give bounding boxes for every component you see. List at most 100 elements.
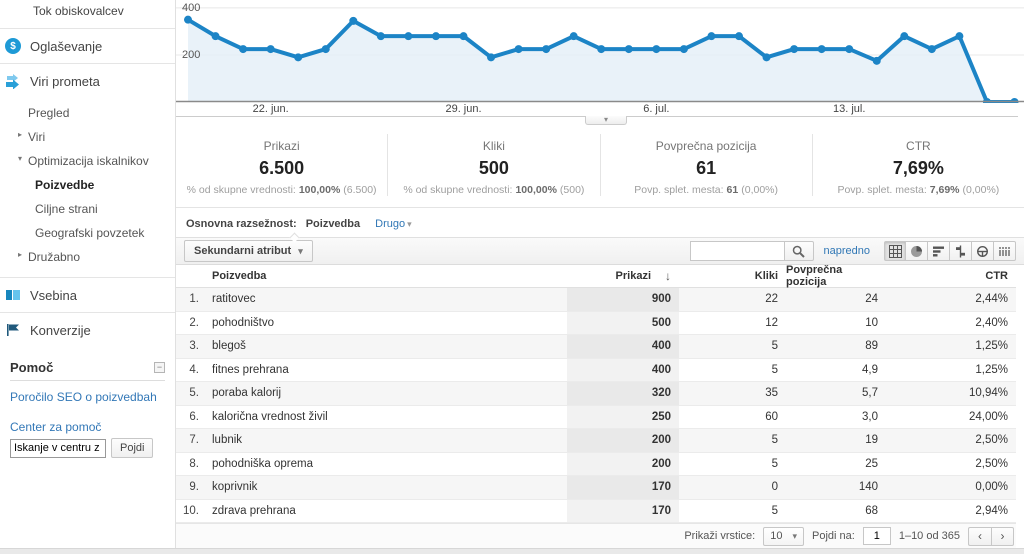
secondary-dimension-button[interactable]: Sekundarni atribut ▾: [184, 240, 313, 262]
main-content: 200 400 22. jun. 29. jun. 6. jul. 13. jul. ▾ …: [176, 0, 1024, 548]
minimize-icon[interactable]: −: [154, 362, 165, 373]
stat-average-position: Povprečna pozicija 61 Povp. splet. mesta…: [599, 134, 812, 196]
chevron-right-icon: ▸: [18, 130, 23, 139]
query-cell: zdrava prehrana: [212, 504, 296, 517]
pivot-view-button[interactable]: [972, 241, 994, 261]
sidebar-item-content[interactable]: Vsebina: [0, 278, 175, 312]
query-cell: poraba kalorij: [212, 387, 282, 400]
column-header-impressions[interactable]: Prikazi ↓: [615, 269, 671, 283]
chevron-down-icon: ▾: [792, 530, 798, 541]
row-index: 7.: [189, 434, 199, 447]
table-search-input[interactable]: [689, 241, 784, 261]
dimension-selected[interactable]: Poizvedba: [305, 218, 361, 230]
table-view-button[interactable]: [884, 241, 906, 261]
row-index: 2.: [189, 316, 199, 329]
rows-per-page-select[interactable]: 10 ▾: [763, 526, 805, 546]
column-header-ctr[interactable]: CTR: [985, 270, 1008, 282]
table-row: 6. kalorična vrednost živil 250 60 3,0 24,00%: [176, 405, 1016, 429]
ctr-cell: 10,94%: [968, 387, 1008, 400]
divider: [0, 28, 175, 29]
x-axis-tick: 22. jun.: [252, 103, 289, 115]
sidebar-item-geographical-summary[interactable]: Geografski povzetek: [35, 226, 145, 240]
table-row: 3. blegoš 400 5 89 1,25%: [176, 335, 1016, 359]
table-row: 10. zdrava prehrana 170 5 68 2,94%: [176, 499, 1016, 523]
sidebar-item-search-engine-optimization[interactable]: ▾ Optimizacija iskalnikov: [18, 154, 149, 168]
sidebar-item-label: Vsebina: [30, 287, 77, 303]
help-center-link[interactable]: Center za pomoč: [10, 420, 102, 434]
stat-value: 61: [696, 158, 717, 178]
primary-dimension-bar: Osnovna razsežnost: Poizvedba Drugo ▾: [176, 208, 1024, 237]
clicks-cell: 35: [765, 387, 778, 400]
stat-label: CTR: [906, 139, 931, 153]
position-cell: 19: [865, 434, 878, 447]
row-index: 9.: [189, 481, 199, 494]
sidebar-item-overview[interactable]: Pregled: [28, 106, 70, 120]
sidebar: Tok obiskovalcev $ Oglaševanje Viri prom…: [0, 0, 176, 548]
sort-desc-icon: ↓: [665, 269, 671, 283]
position-cell: 24: [865, 293, 878, 306]
row-index: 6.: [189, 410, 199, 423]
impressions-cell: 200: [567, 452, 679, 475]
goto-page-label: Pojdi na:: [812, 530, 855, 542]
chevron-down-icon: ▾: [603, 115, 608, 124]
table-toolbar: Sekundarni atribut ▾ napredno: [176, 232, 1024, 265]
dimension-other-link[interactable]: Drugo ▾: [375, 218, 412, 230]
column-header-clicks[interactable]: Kliki: [754, 270, 778, 282]
ctr-cell: 2,94%: [975, 504, 1008, 517]
sidebar-item-landing-pages[interactable]: Ciljne strani: [35, 202, 98, 216]
traffic-sources-subnav: Pregled ▸ Viri ▾ Optimizacija iskalnikov P…: [0, 98, 175, 277]
query-cell: kalorična vrednost živil: [212, 410, 328, 423]
impressions-cell: 500: [567, 311, 679, 334]
query-cell: pohodniška oprema: [212, 457, 314, 470]
previous-page-button[interactable]: ‹: [968, 526, 991, 546]
search-button[interactable]: [783, 241, 814, 261]
term-cloud-view-button[interactable]: [994, 241, 1016, 261]
position-cell: 68: [865, 504, 878, 517]
stat-impressions: Prikazi 6.500 % od skupne vrednosti: 100,…: [176, 134, 387, 196]
divider: [0, 312, 175, 313]
query-cell: fitnes prehrana: [212, 363, 289, 376]
chart-collapse-tab[interactable]: ▾: [585, 116, 627, 125]
column-header-position[interactable]: Povprečna pozicija: [786, 264, 843, 288]
position-cell: 10: [865, 316, 878, 329]
sidebar-item-queries[interactable]: Poizvedbe: [35, 178, 95, 192]
sidebar-item-sources[interactable]: ▸ Viri: [18, 130, 46, 144]
stat-subtext: Povp. splet. mesta: 7,69% (0,00%): [837, 184, 1000, 196]
impressions-cell: 320: [567, 382, 679, 405]
table-body: 1. ratitovec 900 22 24 2,44% 2. pohodništvo 500 1…: [176, 288, 1016, 523]
stat-value: 7,69%: [892, 158, 944, 178]
position-cell: 5,7: [862, 387, 878, 400]
x-axis-tick: 29. jun.: [445, 103, 482, 115]
comparison-view-button[interactable]: [950, 241, 972, 261]
percentage-view-button[interactable]: [906, 241, 928, 261]
performance-view-button[interactable]: [928, 241, 950, 261]
goto-page-input[interactable]: [862, 527, 891, 545]
clicks-cell: 5: [771, 363, 778, 376]
help-panel: Pomoč − Poročilo SEO o poizvedbah Center…: [10, 360, 165, 458]
sidebar-item-traffic-sources[interactable]: Viri prometa: [0, 64, 175, 98]
pagination: ‹ ›: [968, 526, 1014, 546]
sidebar-item-advertising[interactable]: $ Oglaševanje: [0, 29, 175, 63]
ctr-cell: 2,40%: [975, 316, 1008, 329]
stat-ctr: CTR 7,69% Povp. splet. mesta: 7,69% (0,00%…: [811, 134, 1024, 196]
sidebar-item-social[interactable]: ▸ Družabno: [18, 250, 81, 264]
stat-label: Kliki: [482, 139, 505, 153]
table-row: 5. poraba kalorij 320 35 5,7 10,94%: [176, 382, 1016, 406]
term-cloud-view-icon: [999, 246, 1010, 256]
help-search-input[interactable]: [10, 438, 106, 458]
next-page-button[interactable]: ›: [991, 526, 1014, 546]
sidebar-item-visitors-flow[interactable]: Tok obiskovalcev: [33, 4, 124, 18]
help-title: Pomoč: [10, 360, 54, 375]
sidebar-item-conversions[interactable]: Konverzije: [0, 313, 175, 347]
comparison-view-icon: [956, 245, 965, 257]
column-header-query[interactable]: Poizvedba: [212, 270, 267, 282]
advanced-search-link[interactable]: napredno: [823, 245, 871, 257]
query-cell: blegoš: [212, 340, 246, 353]
clicks-cell: 12: [765, 316, 778, 329]
impressions-cell: 250: [567, 405, 679, 428]
seo-report-link[interactable]: Poročilo SEO o poizvedbah: [10, 390, 157, 404]
help-search-go-button[interactable]: Pojdi: [111, 438, 154, 458]
queries-table: Poizvedba Prikazi ↓ Kliki Povprečna pozi…: [176, 264, 1016, 523]
table-row: 2. pohodništvo 500 12 10 2,40%: [176, 311, 1016, 335]
